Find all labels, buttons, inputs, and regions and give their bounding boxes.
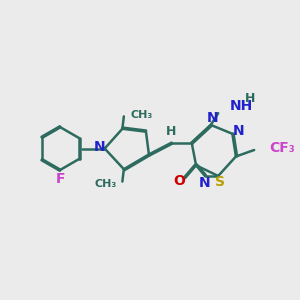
Text: F: F [56, 172, 65, 187]
Text: N: N [94, 140, 105, 154]
Text: N: N [232, 124, 244, 138]
Text: O: O [173, 174, 184, 188]
Text: CH₃: CH₃ [95, 179, 117, 189]
Text: CH₃: CH₃ [130, 110, 153, 120]
Text: NH: NH [230, 99, 253, 113]
Text: CF₃: CF₃ [269, 141, 295, 154]
Text: N: N [206, 111, 218, 125]
Text: H: H [245, 92, 256, 106]
Text: N: N [199, 176, 211, 190]
Text: S: S [215, 176, 225, 189]
Text: H: H [166, 125, 176, 138]
